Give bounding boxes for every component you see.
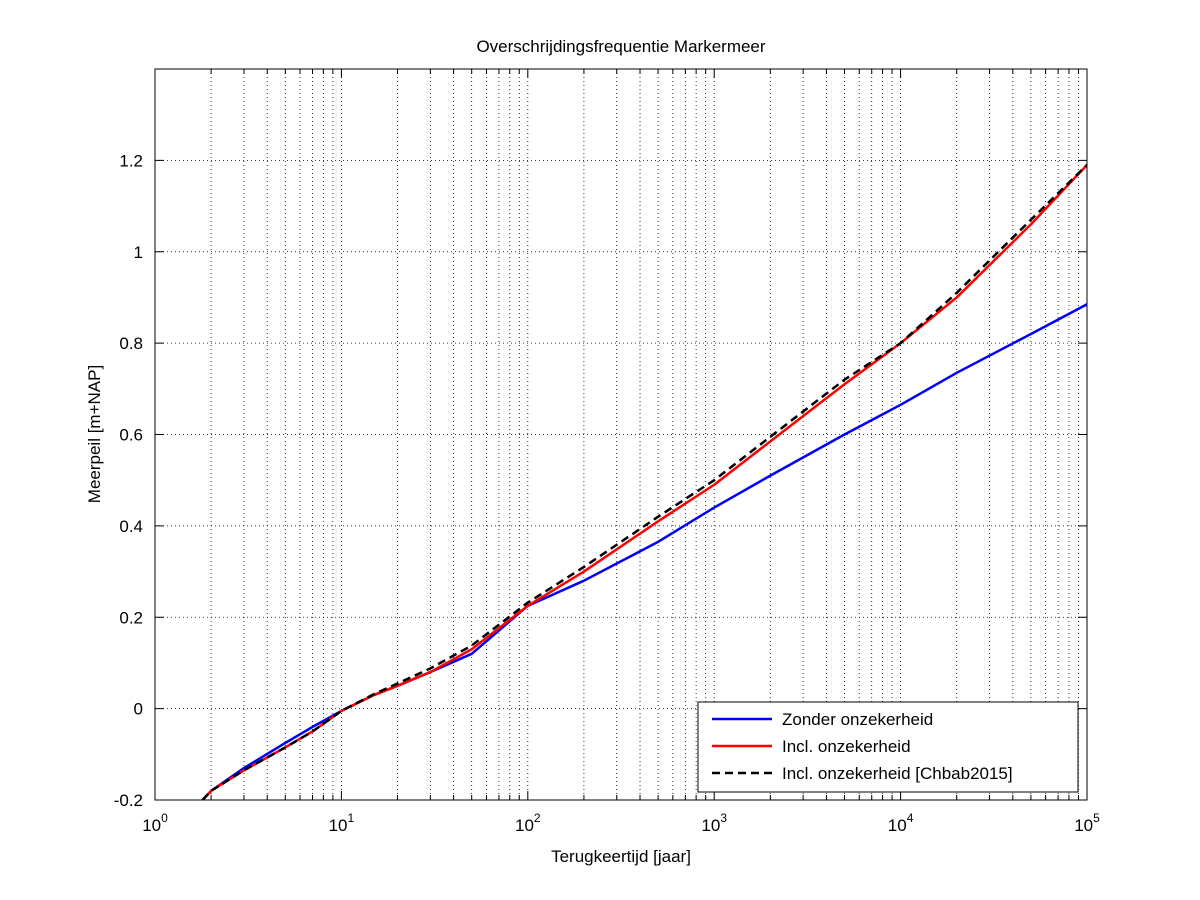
x-tick-label-base: 10 [701, 816, 720, 835]
series-line-1 [201, 303, 1087, 800]
y-tick-label: 0.4 [119, 517, 143, 536]
y-axis-label: Meerpeil [m+NAP] [85, 365, 104, 503]
series-line-3 [201, 164, 1087, 800]
x-tick-label-base: 10 [142, 816, 161, 835]
y-tick-label: 0.6 [119, 426, 143, 445]
x-tick-label-exponent: 4 [907, 811, 914, 825]
x-tick-label-base: 10 [515, 816, 534, 835]
x-tick-label: 105 [1074, 811, 1100, 835]
chart-title: Overschrijdingsfrequentie Markermeer [476, 37, 765, 56]
x-tick-label-exponent: 3 [720, 811, 727, 825]
x-tick-label: 102 [515, 811, 541, 835]
x-tick-label-base: 10 [1074, 816, 1093, 835]
y-tick-labels: -0.2 0 0.2 0.4 0.6 0.8 1 1.2 [114, 151, 143, 810]
x-tick-label-base: 10 [888, 816, 907, 835]
y-tick-label: 0 [134, 700, 143, 719]
y-tick-label: -0.2 [114, 791, 143, 810]
x-tick-label-base: 10 [329, 816, 348, 835]
x-tick-label-exponent: 1 [348, 811, 355, 825]
y-tick-label: 1 [134, 243, 143, 262]
x-tick-labels: 100 101 102 103 104 105 [142, 811, 1100, 835]
legend-label-3: Incl. onzekerheid [Chbab2015] [782, 764, 1013, 783]
y-tick-label: 0.8 [119, 334, 143, 353]
legend: Zonder onzekerheid Incl. onzekerheid Incl.… [697, 701, 1079, 793]
y-tick-label: 0.2 [119, 608, 143, 627]
legend-label-1: Zonder onzekerheid [782, 710, 933, 729]
x-tick-label-exponent: 0 [161, 811, 168, 825]
x-tick-label: 104 [888, 811, 914, 835]
x-tick-label: 101 [329, 811, 355, 835]
x-tick-label-exponent: 2 [534, 811, 541, 825]
x-axis-label: Terugkeertijd [jaar] [551, 847, 691, 866]
x-tick-label: 100 [142, 811, 168, 835]
x-tick-label-exponent: 5 [1093, 811, 1100, 825]
x-tick-label: 103 [701, 811, 727, 835]
axis-ticks [155, 69, 1087, 801]
y-tick-label: 1.2 [119, 151, 143, 170]
series-lines [201, 164, 1087, 800]
legend-label-2: Incl. onzekerheid [782, 737, 911, 756]
